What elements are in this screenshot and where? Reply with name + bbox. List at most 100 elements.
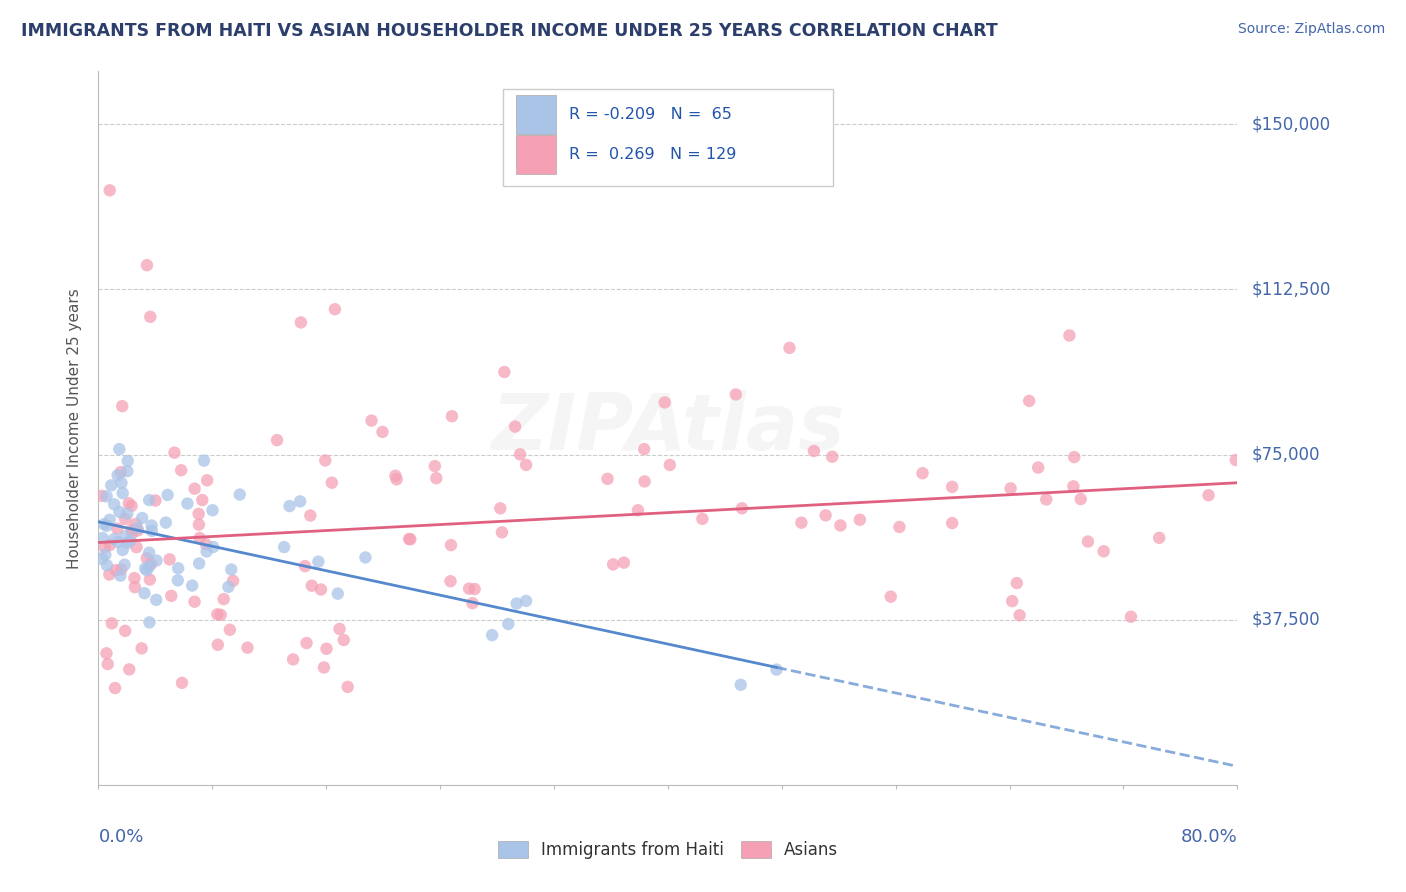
Point [183,595,205,609]
Point [724,387,747,401]
Point [730,678,752,692]
Point [481,628,503,642]
Point [104,563,127,577]
Point [1008,608,1031,623]
Point [183,482,205,496]
Point [336,680,359,694]
Point [494,365,516,379]
Point [323,302,346,317]
Point [496,617,519,632]
Text: ZIPAtlas: ZIPAtlas [491,390,845,467]
Point [790,516,813,530]
Point [135,551,157,566]
Point [195,473,218,487]
Point [509,447,531,461]
Point [332,633,354,648]
Point [139,310,162,324]
Point [692,512,714,526]
Point [1092,544,1115,558]
Point [96,518,118,533]
Point [193,453,215,467]
Point [371,425,394,439]
Point [188,531,211,545]
Point [156,488,179,502]
Point [187,507,209,521]
Point [191,493,214,508]
Point [124,571,146,585]
Point [138,493,160,508]
Point [295,636,318,650]
Point [93,540,115,554]
Point [315,641,337,656]
Point [731,501,754,516]
Point [425,471,447,485]
Point [299,508,322,523]
Point [236,640,259,655]
Point [108,505,131,519]
Point [654,395,676,409]
Point [103,532,125,546]
Point [117,464,139,478]
Point [103,497,125,511]
Point [121,523,143,537]
Point [90,489,112,503]
Point [489,501,512,516]
Point [314,453,336,467]
Text: R = -0.209   N =  65: R = -0.209 N = 65 [569,107,731,121]
Point [1070,492,1092,507]
Point [105,522,128,536]
Point [91,531,114,545]
Point [91,552,114,566]
Point [114,512,136,526]
Text: $150,000: $150,000 [1251,115,1330,133]
Point [880,590,903,604]
Point [170,463,193,477]
Point [1059,328,1081,343]
Point [108,442,131,457]
Point [166,574,188,588]
Point [273,540,295,554]
Point [145,553,167,567]
Point [219,562,242,576]
Point [163,445,186,459]
Point [814,508,837,523]
Point [181,578,204,592]
Point [354,550,377,565]
Point [141,518,163,533]
Point [461,596,484,610]
Text: $37,500: $37,500 [1251,611,1320,629]
Point [505,597,527,611]
Point [301,579,323,593]
Point [290,315,312,329]
Point [658,458,681,472]
Point [167,561,190,575]
Point [321,475,343,490]
Point [1119,609,1142,624]
Text: R =  0.269   N = 129: R = 0.269 N = 129 [569,147,737,162]
Point [515,458,537,472]
Point [1005,576,1028,591]
Point [779,341,801,355]
Point [96,558,118,573]
Point [209,607,232,622]
Y-axis label: Householder Income Under 25 years: Householder Income Under 25 years [67,288,83,568]
Point [155,516,177,530]
Point [1035,492,1057,507]
Point [117,454,139,468]
Legend: Immigrants from Haiti, Asians: Immigrants from Haiti, Asians [498,840,838,859]
Point [440,538,463,552]
Point [602,558,624,572]
Point [131,511,153,525]
Point [98,513,121,527]
Point [941,516,963,530]
Point [849,513,872,527]
Text: 80.0%: 80.0% [1181,828,1237,846]
Point [131,641,153,656]
Point [1018,393,1040,408]
Point [94,548,117,562]
Point [96,646,118,660]
Point [266,433,288,447]
Point [124,580,146,594]
Point [633,475,655,489]
Point [627,503,650,517]
